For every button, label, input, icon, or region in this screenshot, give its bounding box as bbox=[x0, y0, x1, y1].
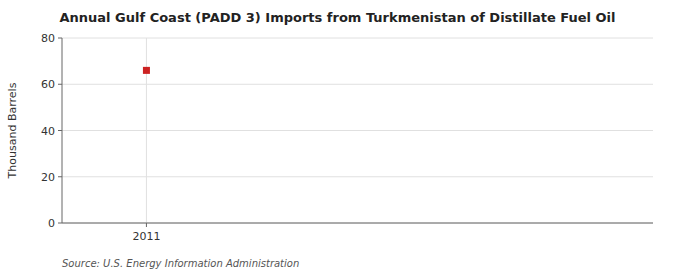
y-grid-line bbox=[62, 38, 653, 39]
title: Annual Gulf Coast (PADD 3) Imports from … bbox=[60, 10, 616, 25]
y-tick bbox=[58, 38, 62, 39]
grid bbox=[62, 38, 653, 223]
x-axis-line bbox=[62, 223, 653, 224]
y-grid-line bbox=[62, 223, 653, 224]
y-tick-label: 60 bbox=[41, 78, 55, 91]
y-axis-label: Thousand Barrels bbox=[6, 82, 19, 179]
x-tick bbox=[146, 223, 147, 227]
y-tick bbox=[58, 176, 62, 177]
points bbox=[143, 67, 150, 74]
x-ticks: 2011 bbox=[132, 223, 160, 243]
chart-svg: Annual Gulf Coast (PADD 3) Imports from … bbox=[0, 0, 675, 275]
chart-container: Annual Gulf Coast (PADD 3) Imports from … bbox=[0, 0, 675, 275]
y-ticks: 0 20 40 60 80 bbox=[41, 32, 62, 230]
x-tick-label: 2011 bbox=[132, 230, 160, 243]
y-tick bbox=[58, 84, 62, 85]
point bbox=[143, 67, 150, 74]
y-tick bbox=[58, 130, 62, 131]
source-note: Source: U.S. Energy Information Administ… bbox=[62, 258, 299, 269]
y-tick-label: 80 bbox=[41, 32, 55, 45]
x-grid-line bbox=[146, 38, 147, 223]
y-tick-label: 40 bbox=[41, 125, 55, 138]
y-tick-label: 20 bbox=[41, 171, 55, 184]
y-grid-line bbox=[62, 84, 653, 85]
y-tick-label: 0 bbox=[48, 217, 55, 230]
y-grid-line bbox=[62, 130, 653, 131]
y-grid-line bbox=[62, 176, 653, 177]
y-tick bbox=[58, 223, 62, 224]
